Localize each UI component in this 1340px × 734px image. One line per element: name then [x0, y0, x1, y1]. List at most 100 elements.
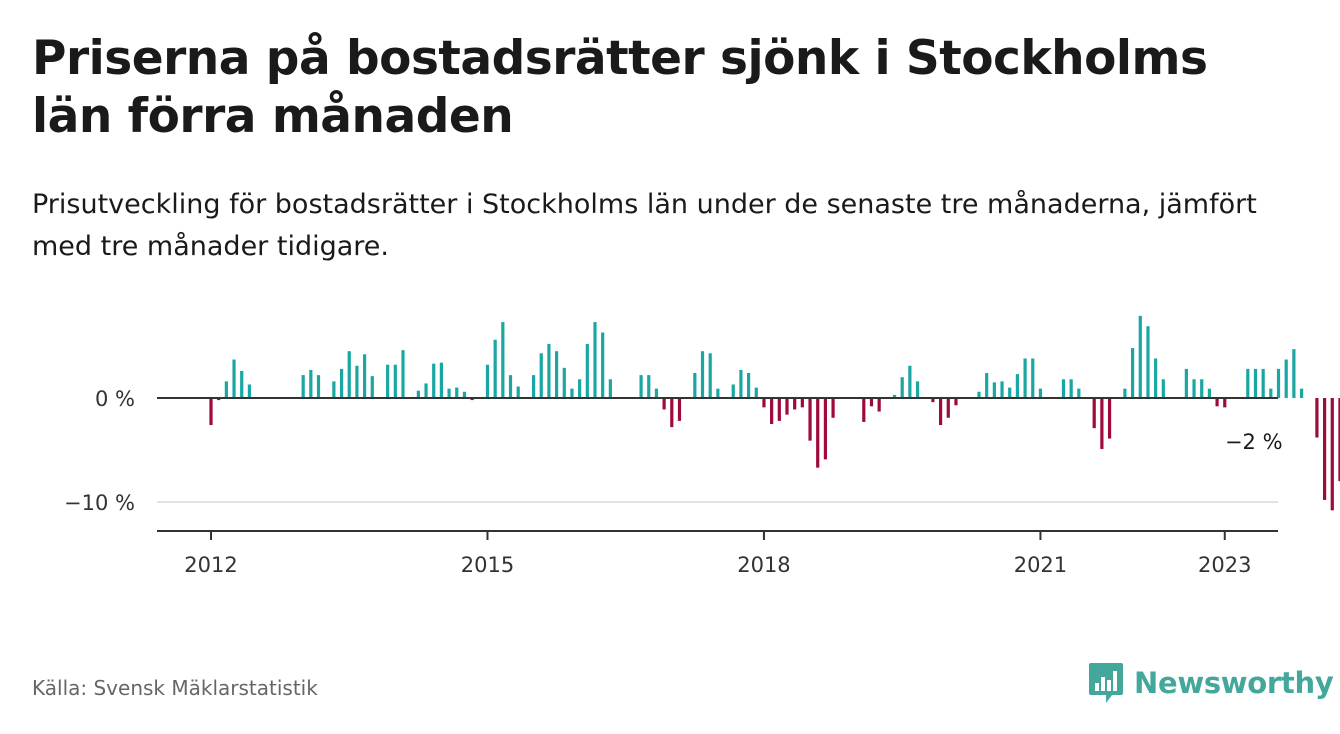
bar: [1008, 387, 1012, 398]
x-tick-label: 2015: [461, 553, 514, 577]
bar: [869, 398, 874, 407]
bar: [470, 398, 474, 401]
chart-subtitle: Prisutveckling för bostadsrätter i Stock…: [32, 189, 1257, 262]
x-tick-label: 2023: [1198, 553, 1251, 577]
bar: [716, 388, 720, 398]
bar: [1069, 379, 1073, 398]
bar: [647, 375, 651, 398]
bar: [1330, 398, 1334, 511]
bar: [301, 375, 305, 398]
bar: [1015, 374, 1019, 398]
bar: [547, 343, 551, 398]
chart-title: Priserna på bostadsrätter sjönk i Stockh…: [32, 31, 1208, 144]
bar: [562, 367, 566, 398]
bar: [401, 350, 405, 398]
bar: [785, 398, 789, 415]
bar: [877, 398, 881, 412]
bar: [1276, 368, 1281, 398]
bar: [762, 398, 766, 408]
bar: [1207, 388, 1211, 398]
bar: [754, 387, 758, 398]
bar: [1315, 398, 1319, 438]
bar: [493, 339, 497, 398]
bar: [892, 394, 897, 398]
bar: [217, 398, 221, 401]
bar: [1261, 368, 1265, 398]
bar: [555, 351, 559, 398]
bar: [693, 373, 697, 398]
bar: [731, 384, 735, 398]
bar: [455, 387, 459, 398]
bar: [501, 322, 505, 398]
label-layer: 0 % −10 % 2012 2015 2018 2021 2023 −2 %: [64, 387, 1283, 577]
bar: [654, 388, 659, 398]
bar: [1061, 379, 1066, 398]
bar: [516, 386, 520, 398]
bar: [386, 364, 390, 398]
bar: [370, 376, 374, 398]
bar: [316, 375, 321, 398]
bar: [793, 398, 797, 410]
x-tick-label: 2021: [1014, 553, 1067, 577]
bar: [339, 368, 344, 398]
bar: [1323, 398, 1327, 500]
bar: [900, 377, 904, 398]
bar: [1138, 315, 1142, 398]
source-note: Källa: Svensk Mäklarstatistik: [32, 676, 318, 700]
bar: [1131, 348, 1135, 398]
bar: [1100, 398, 1104, 449]
bar: [570, 388, 574, 398]
bar: [485, 364, 490, 398]
bar: [363, 354, 367, 398]
bar: [992, 382, 996, 398]
bar: [831, 398, 835, 418]
bar: [1292, 349, 1296, 398]
bar: [1146, 326, 1150, 398]
bar: [816, 398, 820, 468]
bar: [985, 373, 989, 398]
bar: [416, 390, 420, 398]
bar: [1154, 358, 1158, 398]
bar: [954, 398, 958, 406]
bar: [1038, 388, 1043, 398]
bar: [977, 391, 981, 398]
bar: [1246, 368, 1250, 398]
bar: [1223, 398, 1227, 408]
brand-logo: Newsworthy: [1088, 660, 1334, 706]
bar-chart-speech-bubble-icon: [1089, 663, 1123, 703]
bar: [1161, 379, 1165, 398]
bar: [232, 359, 236, 398]
bar: [1299, 388, 1304, 398]
bar: [946, 398, 950, 418]
bar: [447, 388, 451, 398]
bar: [1200, 379, 1204, 398]
bar: [224, 381, 228, 398]
bar: [585, 343, 589, 398]
x-tick-label: 2012: [184, 553, 237, 577]
brand-name: Newsworthy: [1134, 666, 1334, 700]
bar: [209, 398, 213, 426]
bar: [1031, 358, 1035, 398]
bar: [1253, 368, 1258, 398]
bar: [908, 365, 912, 398]
bar: [424, 383, 428, 398]
bar: [462, 391, 467, 398]
bar: [1000, 381, 1004, 398]
bar: [915, 381, 920, 398]
bar: [1123, 388, 1127, 398]
bar: [393, 364, 397, 398]
bar: [800, 398, 804, 408]
bar: [578, 379, 582, 398]
bar: [708, 353, 712, 398]
bar: [508, 375, 513, 398]
bar: [309, 369, 313, 398]
bar: [770, 398, 774, 424]
bar: [823, 398, 827, 460]
bar: [939, 398, 943, 426]
bar: [439, 362, 443, 398]
bar: [608, 379, 612, 398]
bars-layer: [209, 315, 1340, 511]
bar: [1338, 398, 1340, 482]
bar: [531, 375, 536, 398]
